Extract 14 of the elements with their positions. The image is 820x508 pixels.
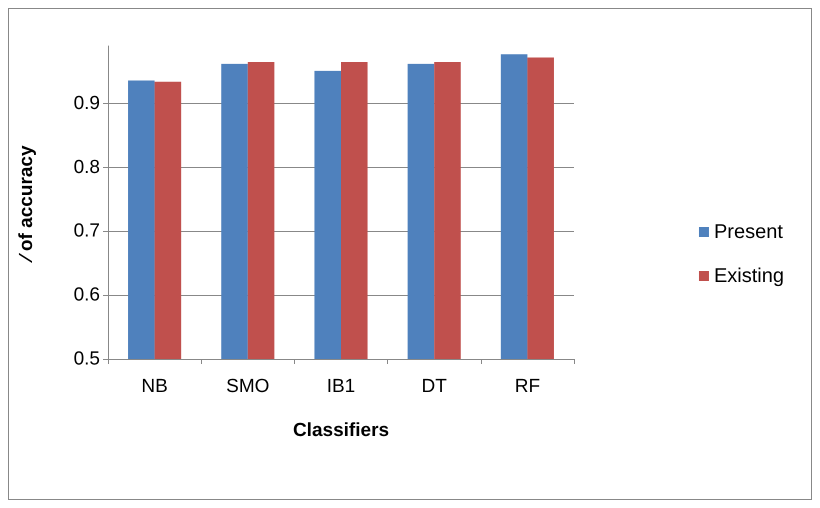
y-tick-label: 0.9 [74, 92, 100, 114]
x-tick-label: IB1 [326, 376, 356, 397]
x-tick-label: DT [422, 376, 448, 397]
x-tick-label: RF [514, 376, 540, 397]
y-tick-label: 0.8 [74, 156, 100, 178]
x-tick-label: NB [141, 376, 168, 397]
y-tick-label: 0.7 [74, 220, 100, 242]
legend-label: Existing [714, 265, 784, 287]
y-axis-title: ⁄ of accuracy [16, 145, 37, 264]
y-tick-label: 0.5 [74, 348, 100, 370]
x-axis-title: Classifiers [292, 420, 390, 441]
legend-label: Present [714, 221, 784, 243]
x-tick-label: SMO [226, 376, 270, 397]
y-tick-label: 0.6 [74, 284, 100, 306]
